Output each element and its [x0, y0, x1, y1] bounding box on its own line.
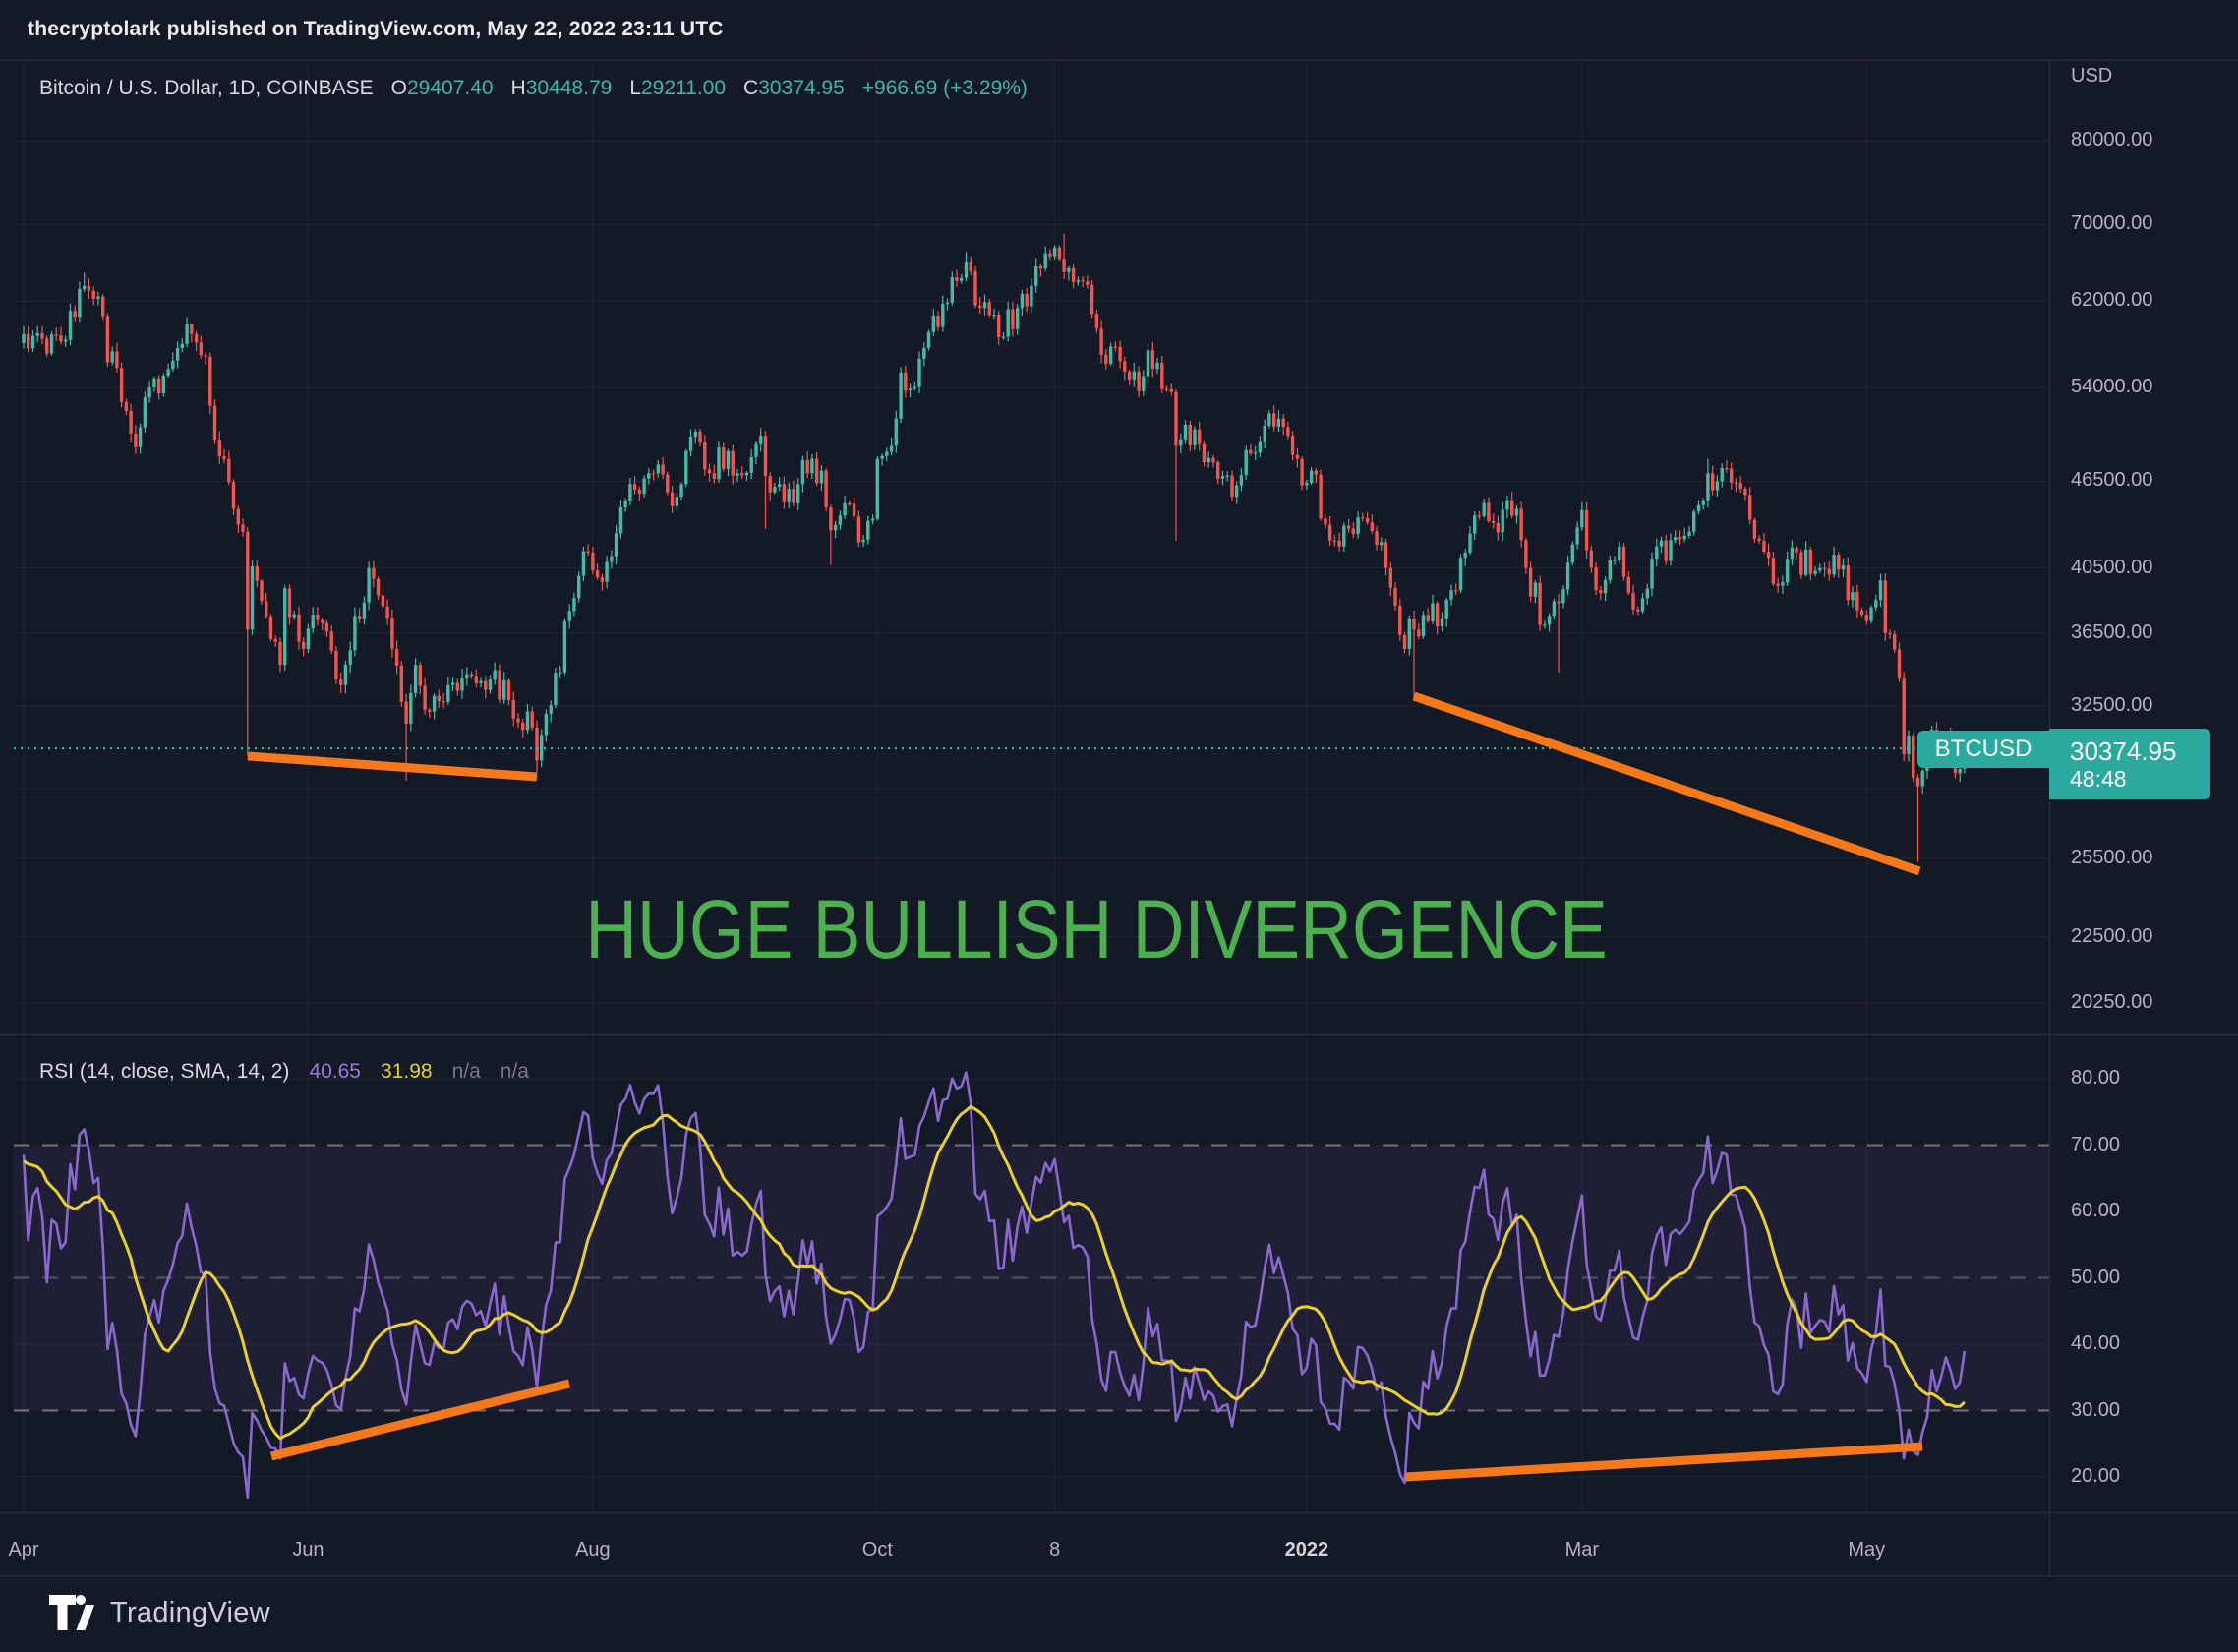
symbol-header[interactable]: Bitcoin / U.S. Dollar, 1D, COINBASE O 294… — [39, 77, 1028, 100]
tradingview-logo-icon — [49, 1595, 94, 1630]
time-tick-label: 2022 — [1284, 1539, 1329, 1561]
rsi-tick-label: 80.00 — [2071, 1067, 2121, 1089]
tradingview-footer[interactable]: TradingView — [49, 1595, 270, 1630]
price-axis-unit: USD — [2071, 65, 2113, 87]
rsi-tick-label: 30.00 — [2071, 1398, 2121, 1421]
price-tick-label: 62000.00 — [2071, 288, 2153, 311]
rsi-indicator-header[interactable]: RSI (14, close, SMA, 14, 2) 40.65 31.98 … — [39, 1060, 529, 1084]
divergence-trendlines[interactable] — [247, 691, 1923, 1482]
time-tick-label: Jun — [292, 1539, 324, 1561]
ohlc-close: C 30374.95 — [743, 77, 845, 99]
tradingview-logo-text: TradingView — [110, 1596, 270, 1628]
rsi-tick-label: 60.00 — [2071, 1200, 2121, 1221]
rsi-tick-label: 40.00 — [2071, 1332, 2121, 1354]
rsi-tick-label: 20.00 — [2071, 1465, 2121, 1487]
price-tick-label: 32500.00 — [2071, 694, 2153, 716]
pane-borders — [0, 59, 2238, 1577]
rsi-value: 40.65 — [309, 1060, 361, 1083]
price-tick-label: 22500.00 — [2071, 924, 2153, 947]
bar-countdown: 48:48 — [2070, 766, 2127, 792]
current-price-axis-label: 30374.95 48:48 — [2049, 729, 2210, 799]
rsi-tick-label: 70.00 — [2071, 1133, 2121, 1155]
price-tick-label: 46500.00 — [2071, 469, 2153, 492]
rsi-band — [14, 1144, 2049, 1412]
price-tick-label: 36500.00 — [2071, 620, 2153, 643]
rsi-title: RSI (14, close, SMA, 14, 2) — [39, 1060, 290, 1083]
time-tick-label: Oct — [861, 1539, 893, 1561]
time-tick-label: 8 — [1049, 1539, 1061, 1561]
attribution-text: thecryptolark published on TradingView.c… — [28, 18, 724, 40]
time-tick-label: Aug — [575, 1539, 611, 1561]
price-tick-label: 25500.00 — [2071, 846, 2153, 868]
ohlc-high: H 30448.79 — [510, 77, 613, 99]
price-tick-label: 70000.00 — [2071, 212, 2153, 235]
rsi-plot — [22, 1071, 1967, 1500]
candlestick-series — [22, 233, 1967, 862]
price-change: +966.69 (+3.29%) — [861, 77, 1028, 99]
ohlc-open: O 29407.40 — [390, 77, 494, 99]
price-tick-label: 40500.00 — [2071, 556, 2153, 578]
rsi-tick-label: 50.00 — [2071, 1266, 2121, 1288]
price-tick-label: 54000.00 — [2071, 376, 2153, 398]
time-tick-label: Mar — [1564, 1539, 1600, 1561]
current-price-value: 30374.95 — [2070, 737, 2177, 766]
symbol-price-tag: BTCUSD — [1917, 731, 2049, 768]
time-tick-label: Apr — [8, 1539, 39, 1561]
price-tick-label: 80000.00 — [2071, 129, 2153, 151]
ohlc-low: L 29211.00 — [629, 77, 727, 99]
price-tick-label: 20250.00 — [2071, 990, 2153, 1013]
bullish-divergence-annotation: HUGE BULLISH DIVERGENCE — [585, 883, 1608, 975]
rsi-na-1: n/a — [451, 1060, 481, 1083]
symbol-title: Bitcoin / U.S. Dollar, 1D, COINBASE — [39, 77, 374, 99]
grid-lines — [14, 61, 2049, 1512]
rsi-sma-value: 31.98 — [381, 1060, 433, 1083]
time-tick-label: May — [1848, 1539, 1886, 1561]
rsi-na-2: n/a — [500, 1060, 529, 1083]
